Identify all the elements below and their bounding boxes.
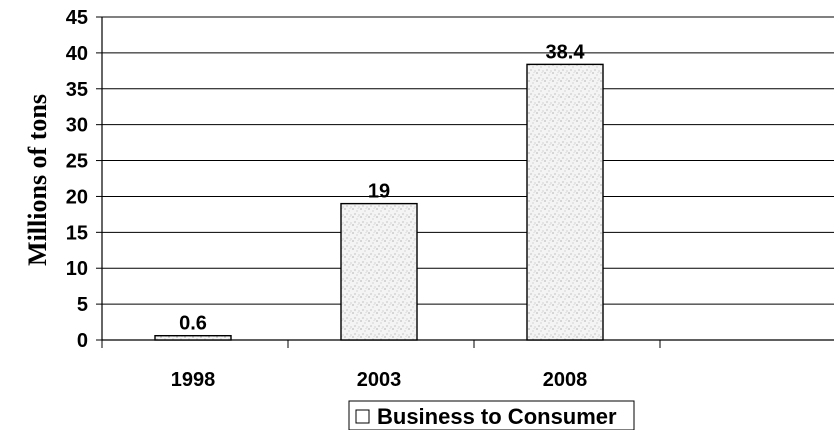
data-label-2008: 38.4 xyxy=(546,41,586,63)
y-tick-label: 0 xyxy=(77,330,88,352)
bar-2003 xyxy=(340,202,418,341)
legend: Business to Consumer xyxy=(348,400,635,430)
gridlines xyxy=(102,16,834,305)
data-label-2003: 19 xyxy=(368,181,390,203)
y-tick-label: 15 xyxy=(66,222,88,244)
axes xyxy=(96,16,834,348)
y-tick-label: 10 xyxy=(66,258,88,280)
x-tick-labels: 1998 2003 2008 xyxy=(171,369,588,391)
legend-swatch xyxy=(355,409,370,424)
y-tick-label: 25 xyxy=(66,151,88,173)
y-tick-label: 40 xyxy=(66,43,88,65)
bar-2008 xyxy=(526,63,604,341)
bar-1998 xyxy=(154,334,232,341)
x-tick-label-1998: 1998 xyxy=(171,369,216,391)
x-tick-label-2003: 2003 xyxy=(357,369,402,391)
y-tick-label: 20 xyxy=(66,186,88,208)
legend-label: Business to Consumer xyxy=(377,404,617,429)
y-tick-labels: 0 5 10 15 20 25 30 35 40 45 xyxy=(66,7,88,352)
legend-box xyxy=(348,400,635,430)
data-label-1998: 0.6 xyxy=(179,313,207,335)
y-tick-label: 30 xyxy=(66,115,88,137)
x-tick-label-2008: 2008 xyxy=(543,369,588,391)
y-tick-label: 5 xyxy=(77,294,88,316)
y-tick-label: 45 xyxy=(66,7,88,29)
data-labels: 0.6 19 38.4 xyxy=(179,41,585,334)
y-axis-title: Millions of tons xyxy=(23,94,52,266)
bars xyxy=(154,63,604,341)
y-tick-label: 35 xyxy=(66,79,88,101)
